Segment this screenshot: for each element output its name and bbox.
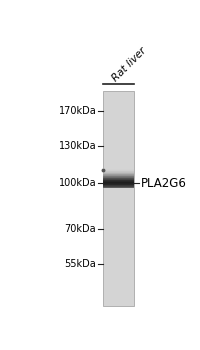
Bar: [102, 178, 134, 180]
Bar: [102, 172, 134, 173]
Text: 55kDa: 55kDa: [65, 259, 96, 270]
Bar: [102, 169, 134, 170]
Bar: [102, 181, 134, 182]
Bar: [102, 184, 134, 185]
Bar: [102, 180, 134, 181]
Bar: [102, 187, 134, 188]
Bar: [102, 179, 134, 180]
Bar: [102, 170, 134, 171]
Bar: [102, 177, 134, 178]
Bar: [102, 183, 134, 184]
Bar: [102, 184, 134, 186]
Text: Rat liver: Rat liver: [110, 46, 148, 84]
Text: 70kDa: 70kDa: [65, 224, 96, 234]
Bar: [102, 185, 134, 186]
Bar: [102, 171, 134, 172]
Bar: [102, 175, 134, 176]
Bar: [102, 176, 134, 177]
Bar: [102, 91, 134, 306]
Bar: [102, 172, 134, 173]
Bar: [102, 175, 134, 176]
Bar: [102, 181, 134, 182]
Bar: [102, 174, 134, 175]
Bar: [102, 177, 134, 178]
Bar: [102, 168, 134, 169]
Text: 100kDa: 100kDa: [59, 178, 96, 189]
Bar: [102, 173, 134, 174]
Text: PLA2G6: PLA2G6: [140, 177, 186, 190]
Bar: [102, 178, 134, 179]
Text: 170kDa: 170kDa: [59, 106, 96, 116]
Bar: [102, 182, 134, 183]
Text: 130kDa: 130kDa: [59, 141, 96, 151]
Bar: [102, 186, 134, 187]
